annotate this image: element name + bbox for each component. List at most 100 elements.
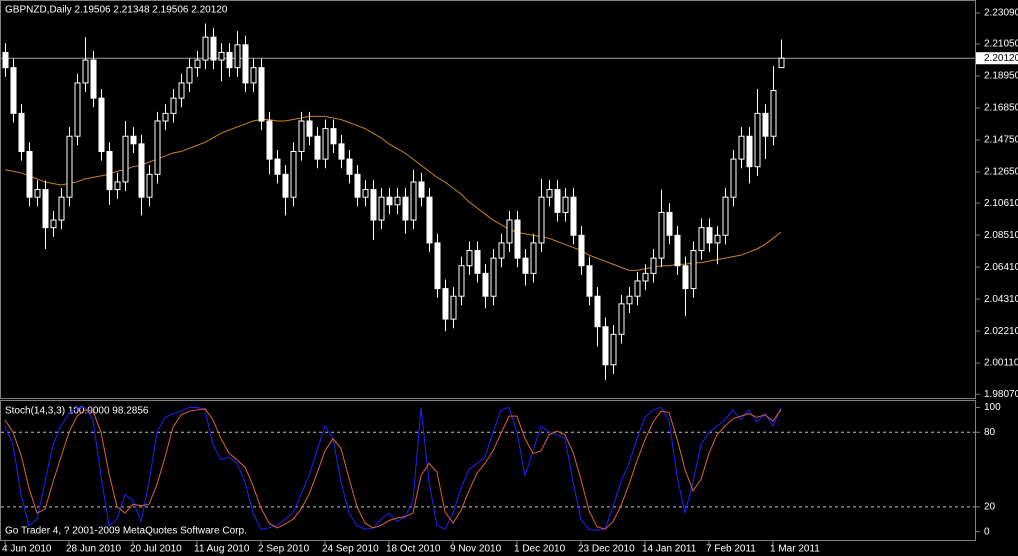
x-tick-label: 20 Jul 2010 xyxy=(130,544,182,555)
candle-body xyxy=(146,173,153,198)
candle-body xyxy=(442,288,449,320)
candle-body xyxy=(106,150,113,191)
candle-body xyxy=(226,51,233,69)
candle-body xyxy=(154,120,161,175)
candle-body xyxy=(738,135,745,160)
y-tick-label: 2.21050 xyxy=(984,39,1018,50)
candle-body xyxy=(258,67,265,122)
x-tick-label: 2 Sep 2010 xyxy=(258,544,310,555)
candle-body xyxy=(90,59,97,99)
candle-body xyxy=(394,196,401,206)
candle-body xyxy=(162,112,169,122)
candle-body xyxy=(778,57,785,69)
stoch-line xyxy=(4,408,782,530)
candle-body xyxy=(714,234,721,244)
candle-body xyxy=(610,333,617,366)
candle-body xyxy=(386,196,393,206)
candle-body xyxy=(18,112,25,152)
x-tick-label: 23 Dec 2010 xyxy=(578,544,635,555)
candle-body xyxy=(274,158,281,175)
chart-title: GBPNZD,Daily 2.19506 2.21348 2.19506 2.2… xyxy=(5,5,228,16)
y-tick-label: 2.00110 xyxy=(984,358,1018,369)
candle-body xyxy=(642,272,649,282)
candle-body xyxy=(506,219,513,244)
indicator-title: Stoch(14,3,3) 100.0000 98.2856 xyxy=(5,406,149,417)
candle-body xyxy=(130,135,137,145)
candle-body xyxy=(2,51,9,69)
candle-body xyxy=(666,211,673,236)
candle-body xyxy=(194,59,201,69)
x-tick-label: 7 Feb 2011 xyxy=(706,544,756,555)
candle-body xyxy=(514,219,521,259)
candle-body xyxy=(186,67,193,84)
candle-body xyxy=(578,234,585,267)
candle-body xyxy=(458,265,465,297)
candle-body xyxy=(210,36,217,61)
candle-body xyxy=(306,120,313,137)
y-tick-label: 2.06410 xyxy=(984,262,1018,273)
candle-body xyxy=(698,227,705,252)
candle-body xyxy=(74,82,81,137)
candle-body xyxy=(418,181,425,198)
candle-body xyxy=(170,97,177,114)
candle-body xyxy=(98,97,105,152)
y-tick-label: 2.10610 xyxy=(984,198,1018,209)
candle-body xyxy=(378,196,385,221)
y-tick-label: 100 xyxy=(984,402,1001,413)
x-tick-label: 24 Sep 2010 xyxy=(322,544,379,555)
candle-body xyxy=(58,196,65,221)
y-tick-label: 0 xyxy=(984,526,990,537)
candle-body xyxy=(282,173,289,198)
candle-body xyxy=(658,211,665,259)
candle-body xyxy=(234,44,241,69)
candle-body xyxy=(314,135,321,160)
x-tick-label: 9 Nov 2010 xyxy=(450,544,502,555)
candle-body xyxy=(522,257,529,274)
y-tick-label: 20 xyxy=(984,501,996,512)
candle-body xyxy=(402,196,409,221)
candle-body xyxy=(650,257,657,274)
candle-body xyxy=(26,150,33,198)
y-tick-label: 80 xyxy=(984,427,996,438)
candle-body xyxy=(490,257,497,297)
candle-body xyxy=(338,143,345,160)
x-tick-label: 1 Mar 2011 xyxy=(770,544,820,555)
candle-body xyxy=(754,112,761,168)
main-panel-frame xyxy=(0,0,976,399)
y-tick-label: 2.23090 xyxy=(984,8,1018,19)
candle-body xyxy=(362,189,369,198)
candle-body xyxy=(242,44,249,84)
candle-body xyxy=(682,265,689,290)
stoch-panel-frame xyxy=(0,400,976,541)
candle-body xyxy=(218,51,225,61)
x-tick-label: 4 Jun 2010 xyxy=(2,544,52,555)
candle-body xyxy=(530,242,537,274)
candle-body xyxy=(618,303,625,335)
y-tick-label: 2.18950 xyxy=(984,71,1018,82)
candle-body xyxy=(50,219,57,229)
x-tick-label: 1 Dec 2010 xyxy=(514,544,566,555)
candle-body xyxy=(82,59,89,84)
candle-body xyxy=(42,189,49,229)
copyright: Go Trader 4, ? 2001-2009 MetaQuotes Soft… xyxy=(5,526,247,537)
candle-body xyxy=(706,227,713,244)
candle-body xyxy=(466,250,473,267)
candle-body xyxy=(290,150,297,198)
candle-body xyxy=(730,158,737,198)
candle-body xyxy=(498,242,505,259)
candle-body xyxy=(346,158,353,175)
candle-body xyxy=(674,234,681,267)
candle-body xyxy=(330,128,337,145)
candle-body xyxy=(250,67,257,84)
candle-body xyxy=(370,189,377,221)
candle-body xyxy=(538,196,545,244)
candle-body xyxy=(762,112,769,137)
y-tick-label: 2.12650 xyxy=(984,167,1018,178)
candle-body xyxy=(114,181,121,191)
y-tick-label: 1.98070 xyxy=(984,389,1018,400)
candle-body xyxy=(410,181,417,221)
candle-body xyxy=(434,242,441,290)
last-price-label: 2.20120 xyxy=(984,53,1018,64)
